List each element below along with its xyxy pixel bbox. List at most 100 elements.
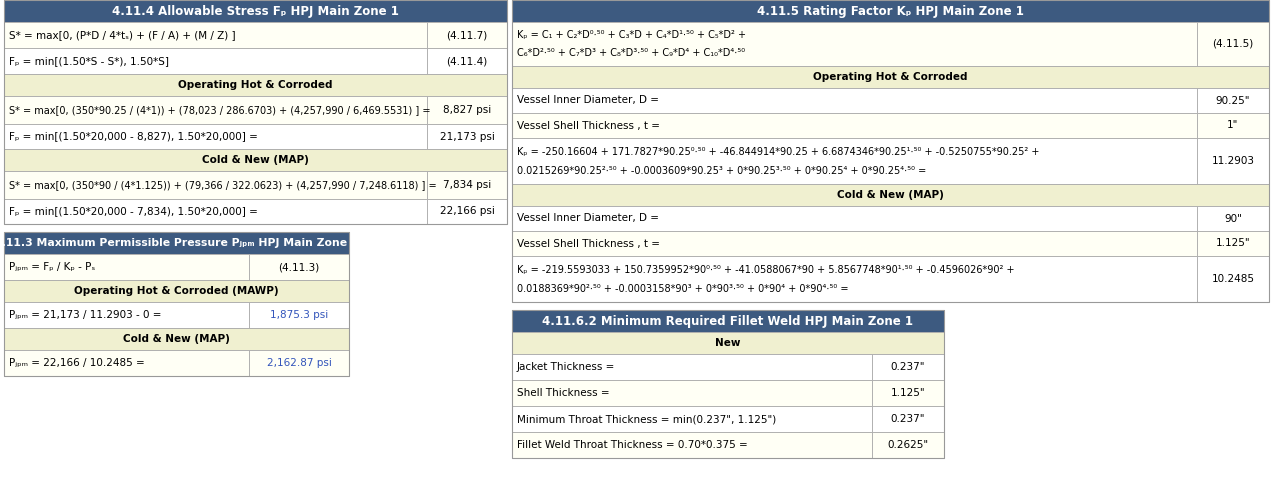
Bar xyxy=(4,302,248,328)
Bar xyxy=(4,0,507,22)
Text: 8,827 psi: 8,827 psi xyxy=(443,105,490,115)
Bar xyxy=(4,22,427,48)
Bar xyxy=(4,48,427,74)
Bar xyxy=(871,380,944,406)
Text: 0.0188369*90²⋅⁵⁰ + -0.0003158*90³ + 0*90³⋅⁵⁰ + 0*90⁴ + 0*90⁴⋅⁵⁰ =: 0.0188369*90²⋅⁵⁰ + -0.0003158*90³ + 0*90… xyxy=(517,284,848,294)
Text: Minimum Throat Thickness = min(0.237", 1.125"): Minimum Throat Thickness = min(0.237", 1… xyxy=(517,414,776,424)
Text: Kₚ = -250.16604 + 171.7827*90.25⁰⋅⁵⁰ + -46.844914*90.25 + 6.6874346*90.25¹⋅⁵⁰ + : Kₚ = -250.16604 + 171.7827*90.25⁰⋅⁵⁰ + -… xyxy=(517,147,1040,157)
Bar xyxy=(512,406,871,432)
Text: 4.11.4 Allowable Stress Fₚ HPJ Main Zone 1: 4.11.4 Allowable Stress Fₚ HPJ Main Zone… xyxy=(112,5,399,18)
Bar xyxy=(512,88,1198,113)
Bar xyxy=(512,332,944,354)
Text: 10.2485: 10.2485 xyxy=(1212,274,1255,284)
Text: C₆*D²⋅⁵⁰ + C₇*D³ + C₈*D³⋅⁵⁰ + C₉*D⁴ + C₁₀*D⁴⋅⁵⁰: C₆*D²⋅⁵⁰ + C₇*D³ + C₈*D³⋅⁵⁰ + C₉*D⁴ + C₁… xyxy=(517,48,745,58)
Text: 1": 1" xyxy=(1227,120,1238,131)
Text: 21,173 psi: 21,173 psi xyxy=(440,132,494,142)
Text: Cold & New (MAP): Cold & New (MAP) xyxy=(203,155,308,165)
Text: Vessel Inner Diameter, D =: Vessel Inner Diameter, D = xyxy=(517,214,659,223)
Bar xyxy=(427,199,507,224)
Bar xyxy=(427,96,507,124)
Bar xyxy=(427,48,507,74)
Bar xyxy=(4,232,349,376)
Text: New: New xyxy=(715,338,740,348)
Text: 22,166 psi: 22,166 psi xyxy=(440,207,494,217)
Text: (4.11.5): (4.11.5) xyxy=(1213,39,1254,49)
Text: 0.0215269*90.25²⋅⁵⁰ + -0.0003609*90.25³ + 0*90.25³⋅⁵⁰ + 0*90.25⁴ + 0*90.25⁴⋅⁵⁰ =: 0.0215269*90.25²⋅⁵⁰ + -0.0003609*90.25³ … xyxy=(517,166,926,176)
Bar xyxy=(512,310,944,458)
Bar xyxy=(4,199,427,224)
Bar xyxy=(512,256,1198,302)
Text: Kₚ = -219.5593033 + 150.7359952*90⁰⋅⁵⁰ + -41.0588067*90 + 5.8567748*90¹⋅⁵⁰ + -0.: Kₚ = -219.5593033 + 150.7359952*90⁰⋅⁵⁰ +… xyxy=(517,265,1014,275)
Bar xyxy=(4,74,507,96)
Bar xyxy=(4,350,248,376)
Text: Pⱼₚₘ = Fₚ / Kₚ - Pₛ: Pⱼₚₘ = Fₚ / Kₚ - Pₛ xyxy=(9,262,96,272)
Text: Fillet Weld Throat Thickness = 0.70*0.375 =: Fillet Weld Throat Thickness = 0.70*0.37… xyxy=(517,440,748,450)
Text: 0.237": 0.237" xyxy=(891,414,925,424)
Bar xyxy=(427,171,507,199)
Text: Pⱼₚₘ = 22,166 / 10.2485 =: Pⱼₚₘ = 22,166 / 10.2485 = xyxy=(9,358,145,368)
Text: 11.2903: 11.2903 xyxy=(1212,156,1255,166)
Bar xyxy=(4,232,349,254)
Text: Shell Thickness =: Shell Thickness = xyxy=(517,388,610,398)
Text: S* = max[0, (350*90 / (4*1.125)) + (79,366 / 322.0623) + (4,257,990 / 7,248.6118: S* = max[0, (350*90 / (4*1.125)) + (79,3… xyxy=(9,180,437,190)
Bar xyxy=(1198,113,1269,138)
Text: Fₚ = min[(1.50*20,000 - 7,834), 1.50*20,000] =: Fₚ = min[(1.50*20,000 - 7,834), 1.50*20,… xyxy=(9,207,257,217)
Text: 4.11.3 Maximum Permissible Pressure Pⱼₚₘ HPJ Main Zone 1: 4.11.3 Maximum Permissible Pressure Pⱼₚₘ… xyxy=(0,238,359,248)
Bar xyxy=(427,22,507,48)
Bar xyxy=(248,302,349,328)
Bar xyxy=(512,113,1198,138)
Bar xyxy=(512,380,871,406)
Text: Vessel Shell Thickness , t =: Vessel Shell Thickness , t = xyxy=(517,120,660,131)
Bar xyxy=(1198,88,1269,113)
Bar xyxy=(4,254,248,280)
Bar xyxy=(1198,22,1269,66)
Bar xyxy=(1198,231,1269,256)
Bar xyxy=(4,328,349,350)
Text: 4.11.5 Rating Factor Kₚ HPJ Main Zone 1: 4.11.5 Rating Factor Kₚ HPJ Main Zone 1 xyxy=(757,5,1024,18)
Bar xyxy=(512,206,1198,231)
Text: (4.11.4): (4.11.4) xyxy=(446,56,488,66)
Bar xyxy=(427,124,507,149)
Bar xyxy=(1198,256,1269,302)
Bar xyxy=(512,354,871,380)
Bar xyxy=(512,0,1269,22)
Bar xyxy=(248,254,349,280)
Bar xyxy=(4,124,427,149)
Bar xyxy=(1198,138,1269,184)
Bar xyxy=(4,171,427,199)
Bar xyxy=(512,310,944,332)
Bar xyxy=(871,432,944,458)
Text: Fₚ = min[(1.50*S - S*), 1.50*S]: Fₚ = min[(1.50*S - S*), 1.50*S] xyxy=(9,56,169,66)
Bar xyxy=(1198,206,1269,231)
Text: 1.125": 1.125" xyxy=(1215,238,1250,248)
Text: Operating Hot & Corroded (MAWP): Operating Hot & Corroded (MAWP) xyxy=(74,286,279,296)
Bar xyxy=(4,149,507,171)
Bar xyxy=(512,0,1269,302)
Bar xyxy=(512,231,1198,256)
Text: Operating Hot & Corroded: Operating Hot & Corroded xyxy=(813,72,968,82)
Text: Kₚ = C₁ + C₂*D⁰⋅⁵⁰ + C₃*D + C₄*D¹⋅⁵⁰ + C₅*D² +: Kₚ = C₁ + C₂*D⁰⋅⁵⁰ + C₃*D + C₄*D¹⋅⁵⁰ + C… xyxy=(517,30,747,40)
Text: Cold & New (MAP): Cold & New (MAP) xyxy=(124,334,229,344)
Text: 90": 90" xyxy=(1224,214,1242,223)
Bar xyxy=(4,0,507,224)
Bar xyxy=(871,354,944,380)
Text: Operating Hot & Corroded: Operating Hot & Corroded xyxy=(178,80,333,90)
Bar xyxy=(512,184,1269,206)
Bar xyxy=(512,432,871,458)
Text: 4.11.6.2 Minimum Required Fillet Weld HPJ Main Zone 1: 4.11.6.2 Minimum Required Fillet Weld HP… xyxy=(543,314,913,328)
Text: S* = max[0, (P*D / 4*tₛ) + (F / A) + (M / Z) ]: S* = max[0, (P*D / 4*tₛ) + (F / A) + (M … xyxy=(9,30,236,40)
Bar xyxy=(871,406,944,432)
Text: S* = max[0, (350*90.25 / (4*1)) + (78,023 / 286.6703) + (4,257,990 / 6,469.5531): S* = max[0, (350*90.25 / (4*1)) + (78,02… xyxy=(9,105,431,115)
Text: 90.25": 90.25" xyxy=(1215,95,1250,105)
Text: (4.11.7): (4.11.7) xyxy=(446,30,488,40)
Text: Cold & New (MAP): Cold & New (MAP) xyxy=(837,190,944,200)
Text: 0.2625": 0.2625" xyxy=(888,440,929,450)
Text: Jacket Thickness =: Jacket Thickness = xyxy=(517,362,615,372)
Bar xyxy=(4,96,427,124)
Text: Pⱼₚₘ = 21,173 / 11.2903 - 0 =: Pⱼₚₘ = 21,173 / 11.2903 - 0 = xyxy=(9,310,162,320)
Text: Vessel Inner Diameter, D =: Vessel Inner Diameter, D = xyxy=(517,95,659,105)
Bar xyxy=(512,22,1198,66)
Text: 7,834 psi: 7,834 psi xyxy=(443,180,490,190)
Text: 1.125": 1.125" xyxy=(891,388,925,398)
Bar xyxy=(248,350,349,376)
